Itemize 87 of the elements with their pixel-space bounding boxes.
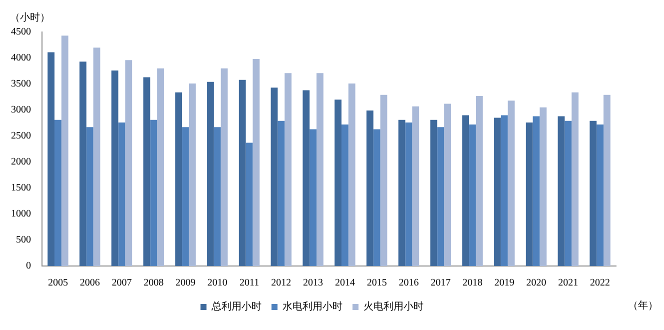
y-tick-label: 500 (16, 234, 31, 246)
bar (380, 94, 388, 266)
x-tick-label: 2012 (271, 278, 292, 289)
bar (500, 115, 508, 266)
bar (366, 110, 374, 266)
bar (246, 142, 253, 266)
bar (341, 124, 348, 266)
bar (596, 124, 604, 266)
bar (207, 82, 214, 266)
bar (118, 122, 126, 266)
bar (526, 122, 533, 266)
bar (590, 120, 597, 266)
x-axis-title: （年） (628, 300, 658, 312)
y-tick-label: 4500 (11, 26, 31, 38)
x-tick-label: 2018 (462, 278, 482, 289)
x-tick-label: 2014 (334, 278, 355, 289)
bar (125, 60, 132, 266)
y-tick-label: 2500 (11, 130, 31, 142)
bar (214, 127, 221, 266)
bar (252, 59, 260, 266)
bar (604, 94, 610, 266)
bar (437, 127, 444, 266)
x-tick-label: 2007 (112, 278, 132, 289)
bar (54, 120, 62, 266)
bar (61, 36, 68, 266)
bar (398, 120, 406, 266)
bar (469, 124, 476, 266)
x-tick-label: 2020 (526, 278, 546, 289)
x-tick-label: 2008 (144, 278, 164, 289)
x-tick-label: 2016 (398, 278, 419, 289)
bar (143, 77, 150, 266)
bar (494, 118, 501, 266)
legend-label: 总利用小时 (210, 300, 262, 313)
bar (93, 48, 100, 266)
bar (238, 80, 246, 266)
bar (270, 88, 278, 266)
x-tick-label: 2005 (48, 278, 68, 289)
bar (476, 96, 483, 266)
bar (111, 70, 118, 266)
bar (532, 116, 540, 266)
bar (405, 122, 412, 266)
bar (558, 116, 565, 266)
y-tick-label: 3500 (11, 78, 31, 90)
bar (316, 73, 324, 266)
bar (572, 92, 579, 266)
legend-label: 水电利用小时 (282, 300, 342, 313)
bar (182, 127, 189, 266)
bar (188, 83, 196, 266)
y-tick-label: 1500 (11, 182, 31, 194)
x-tick-label: 2009 (176, 278, 196, 289)
bar (150, 120, 158, 266)
bar (175, 92, 182, 266)
bar (508, 100, 515, 266)
x-tick-label: 2011 (239, 278, 260, 289)
bar (462, 115, 470, 266)
bar (278, 120, 285, 266)
bar (157, 68, 164, 266)
y-tick-label: 3000 (11, 104, 31, 116)
bar (540, 107, 547, 266)
x-tick-label: 2022 (590, 278, 610, 289)
x-tick-label: 2017 (430, 278, 451, 289)
x-tick-label: 2015 (366, 278, 387, 289)
bar (79, 62, 86, 266)
y-tick-label: 2000 (11, 156, 31, 168)
x-tick-label: 2019 (494, 278, 514, 289)
bar (48, 52, 54, 266)
y-axis-title: （小时） (10, 12, 50, 24)
bar (348, 83, 356, 266)
bar (444, 104, 451, 266)
x-tick-label: 2006 (80, 278, 100, 289)
y-tick-label: 0 (26, 260, 31, 272)
legend-label: 火电利用小时 (364, 300, 424, 313)
bar (220, 68, 228, 266)
bar (284, 73, 292, 266)
x-tick-label: 2021 (558, 278, 578, 289)
x-tick-label: 2013 (303, 278, 324, 289)
bar (86, 127, 94, 266)
x-tick-label: 2010 (207, 278, 228, 289)
y-tick-label: 4000 (11, 52, 31, 64)
y-tick-label: 1000 (11, 208, 31, 220)
bar (310, 129, 317, 266)
bar (334, 100, 342, 266)
bar (302, 90, 310, 266)
bar (430, 120, 438, 266)
bar (412, 106, 420, 266)
bar (373, 129, 380, 266)
bar (564, 120, 572, 266)
